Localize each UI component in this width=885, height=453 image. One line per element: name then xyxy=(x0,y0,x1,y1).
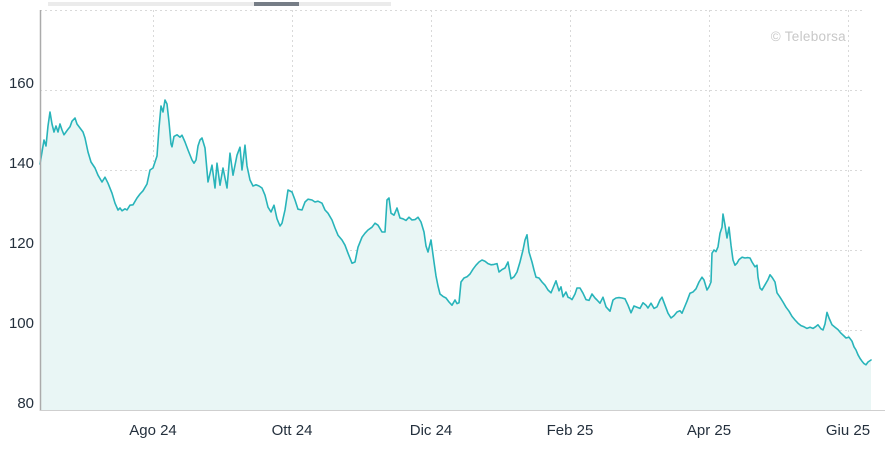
x-axis-label: Ott 24 xyxy=(272,422,313,439)
x-axis-label: Apr 25 xyxy=(687,422,731,439)
x-axis-label: Giu 25 xyxy=(826,422,870,439)
price-line xyxy=(39,99,872,366)
watermark-teleborsa: © Teleborsa xyxy=(770,29,846,44)
y-axis-label: 100 xyxy=(9,315,34,332)
price-area xyxy=(40,100,871,410)
x-axis-label: Ago 24 xyxy=(129,422,177,439)
chart-scrollbar-thumb[interactable] xyxy=(254,2,299,6)
y-axis-label: 160 xyxy=(9,75,34,92)
y-axis-label: 140 xyxy=(9,155,34,172)
y-axis-label: 80 xyxy=(17,395,34,412)
x-axis-label: Dic 24 xyxy=(410,422,453,439)
chart-scrollbar-track[interactable] xyxy=(48,2,391,6)
x-axis-label: Feb 25 xyxy=(547,422,594,439)
y-axis-label: 120 xyxy=(9,235,34,252)
